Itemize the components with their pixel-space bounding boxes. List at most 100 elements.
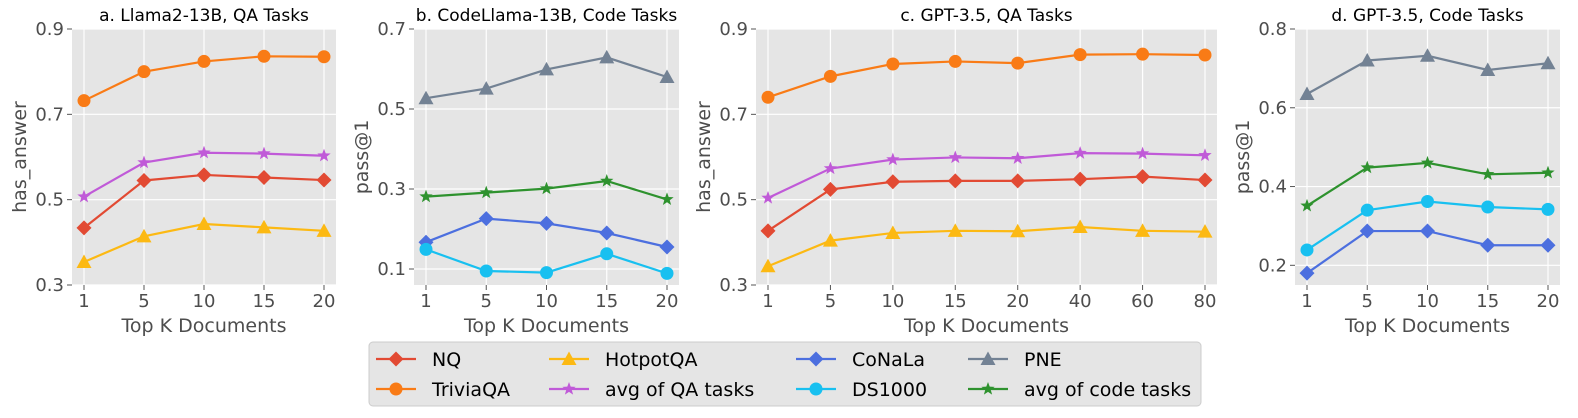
data-point xyxy=(948,150,962,164)
series-triviaqa xyxy=(77,49,331,108)
data-point xyxy=(76,220,92,236)
data-point xyxy=(418,90,434,105)
data-point xyxy=(1299,86,1315,100)
y-axis-label: has_answer xyxy=(9,101,31,213)
data-point xyxy=(1011,56,1025,70)
data-point xyxy=(1421,195,1434,209)
data-point xyxy=(77,94,91,108)
legend-marker xyxy=(562,382,576,395)
y-tick-label: 0.6 xyxy=(1258,98,1287,119)
x-tick-label: 10 xyxy=(1416,291,1439,312)
legend-label: HotpotQA xyxy=(605,349,697,371)
series-hotpotqa xyxy=(760,219,1213,273)
y-tick-label: 0.5 xyxy=(377,99,406,120)
y-tick-label: 0.7 xyxy=(377,19,406,40)
data-point xyxy=(760,223,776,239)
y-tick-label: 0.1 xyxy=(377,259,406,280)
chart-panel-2: 1 5 10 15 200.10.30.50.7b. CodeLlama-13B, Co… xyxy=(351,6,679,337)
y-tick-label: 0.9 xyxy=(35,19,64,40)
data-point xyxy=(822,233,838,247)
legend-marker xyxy=(561,351,577,365)
data-point xyxy=(1010,223,1026,238)
legend-marker xyxy=(981,382,995,395)
series-ds1000 xyxy=(1300,195,1555,257)
data-point xyxy=(1135,223,1151,237)
data-point xyxy=(136,172,152,188)
legend-item-avg-of-qa-tasks: avg of QA tasks xyxy=(549,379,754,401)
data-point xyxy=(1072,171,1088,187)
x-tick-label: 80 xyxy=(1194,291,1217,312)
x-tick-label: 15 xyxy=(595,291,618,312)
data-point xyxy=(316,223,332,237)
data-point xyxy=(419,189,433,203)
data-point xyxy=(761,190,775,204)
data-point xyxy=(1420,48,1435,62)
data-point xyxy=(1073,48,1087,62)
data-point xyxy=(478,81,494,95)
data-point xyxy=(1359,53,1375,67)
series-hotpotqa xyxy=(76,216,332,268)
legend-label: avg of code tasks xyxy=(1024,379,1191,401)
data-point xyxy=(539,61,554,76)
data-point xyxy=(1360,160,1374,174)
data-point xyxy=(1540,55,1556,70)
series-nq xyxy=(760,169,1213,239)
data-point xyxy=(659,239,675,255)
data-point xyxy=(823,161,838,175)
chart-title: d. GPT-3.5, Code Tasks xyxy=(1331,6,1523,26)
data-point xyxy=(761,90,775,104)
data-point xyxy=(1010,173,1026,189)
data-point xyxy=(317,148,331,162)
data-point xyxy=(1136,47,1150,61)
x-tick-label: 10 xyxy=(193,291,216,312)
data-point xyxy=(1359,223,1375,239)
data-point xyxy=(317,50,331,64)
legend-item-triviaqa: TriviaQA xyxy=(376,379,510,401)
chart-title: a. Llama2-13B, QA Tasks xyxy=(99,6,309,26)
data-point xyxy=(479,264,493,278)
x-tick-label: 20 xyxy=(656,291,679,312)
data-point xyxy=(1135,169,1151,185)
legend-marker xyxy=(388,351,404,367)
data-point xyxy=(1299,265,1315,281)
series-pne xyxy=(418,49,675,105)
legend-marker xyxy=(980,351,996,365)
data-point xyxy=(1011,151,1025,164)
x-tick-label: 1 xyxy=(762,291,773,312)
legend-item-hotpotqa: HotpotQA xyxy=(549,349,697,371)
data-point xyxy=(256,219,272,234)
x-tick-label: 1 xyxy=(420,291,431,312)
y-tick-label: 0.2 xyxy=(1258,255,1287,276)
data-point xyxy=(823,69,837,83)
legend-item-nq: NQ xyxy=(376,349,461,371)
chart-panel-1: 1 5 10 15 200.30.50.70.9a. Llama2-13B, QA Ta… xyxy=(9,6,336,337)
series-line xyxy=(767,225,1206,268)
data-point xyxy=(539,181,554,195)
chart-title: c. GPT-3.5, QA Tasks xyxy=(900,6,1072,26)
data-point xyxy=(478,211,494,227)
data-point xyxy=(1480,237,1496,253)
series-avg-of-qa-tasks xyxy=(761,146,1212,204)
data-point xyxy=(197,54,211,68)
data-point xyxy=(257,49,271,63)
y-tick-label: 0.7 xyxy=(719,104,748,125)
x-axis-label: Top K Documents xyxy=(903,315,1069,337)
series-triviaqa xyxy=(761,47,1212,104)
series-nq xyxy=(76,167,332,236)
data-point xyxy=(947,173,963,189)
series-avg-of-code-tasks xyxy=(1300,155,1555,212)
legend-label: avg of QA tasks xyxy=(605,379,754,401)
data-point xyxy=(1540,237,1556,253)
series-conala xyxy=(1299,223,1556,281)
series-conala xyxy=(418,211,675,255)
data-point xyxy=(1541,165,1555,179)
x-tick-label: 10 xyxy=(535,291,558,312)
x-tick-label: 40 xyxy=(1069,291,1092,312)
x-tick-label: 10 xyxy=(881,291,904,312)
x-tick-label: 20 xyxy=(1006,291,1029,312)
legend-item-conala: CoNaLa xyxy=(796,349,925,371)
data-point xyxy=(1481,167,1495,180)
data-point xyxy=(256,169,272,185)
chart-title: b. CodeLlama-13B, Code Tasks xyxy=(416,6,678,26)
